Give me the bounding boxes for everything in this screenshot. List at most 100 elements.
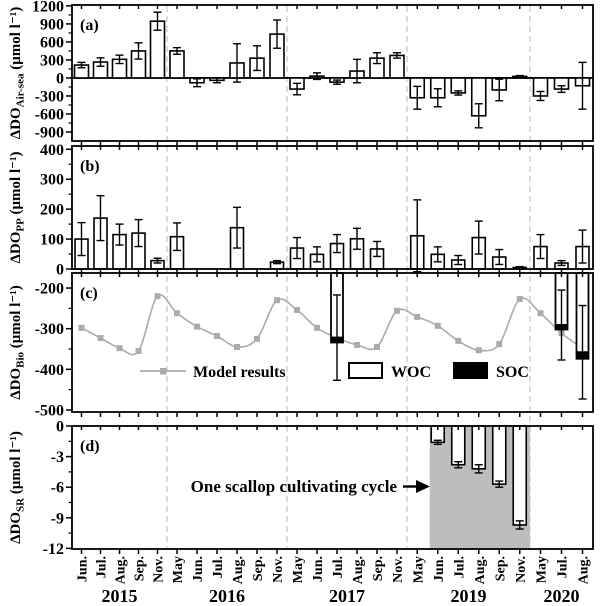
- x-month-label: Sep.: [133, 556, 148, 581]
- y-tick-label: -200: [35, 281, 64, 298]
- x-month-label: May: [291, 556, 306, 583]
- y-tick-label: -300: [35, 321, 64, 338]
- panel-b: [74, 194, 590, 273]
- y-tick-label: 100: [40, 232, 64, 249]
- legend-model-marker: [160, 368, 167, 375]
- panel-tag-c: (c): [80, 285, 98, 302]
- y-axis-title-d: ΔDOSR (μmol l⁻¹): [8, 431, 27, 544]
- model-marker: [496, 341, 503, 348]
- y-tick-label: -6: [51, 480, 64, 497]
- x-month-label: May: [535, 556, 550, 583]
- model-marker: [274, 297, 280, 304]
- model-marker: [434, 322, 441, 329]
- x-month-label: Jul.: [211, 556, 226, 578]
- y-tick-label: -400: [35, 362, 64, 379]
- x-month-label: Aug.: [114, 556, 129, 584]
- model-marker: [214, 332, 220, 339]
- model-marker: [294, 306, 300, 313]
- y-tick-label: 0: [56, 262, 64, 279]
- x-month-label: Jul.: [556, 556, 571, 578]
- model-marker: [254, 335, 260, 342]
- panel-b-axes: 400 300 200 100 0 ΔDOPP (μmol l⁻¹) (b): [8, 142, 594, 279]
- panel-d-axes: 0 -3 -6 -9 -12 ΔDOSR (μmol l⁻¹) (d): [8, 419, 594, 558]
- x-month-label: Jul.: [331, 556, 346, 578]
- bar: [512, 425, 528, 526]
- model-marker: [537, 310, 544, 317]
- model-marker: [475, 347, 482, 354]
- model-marker: [516, 296, 523, 303]
- x-month-label: Jun.: [76, 556, 91, 582]
- panel-tag-b: (b): [80, 158, 100, 175]
- x-month-label: Jun.: [432, 556, 447, 582]
- x-axis-labels: Jun. Jul. Aug. Sep. Nov. 2015 May Jun. Jul. Aug. S…: [76, 556, 592, 606]
- panel-tag-d: (d): [80, 438, 100, 455]
- x-month-label: Aug.: [231, 556, 246, 584]
- y-tick-label: -500: [35, 402, 64, 419]
- model-marker: [154, 293, 161, 300]
- y-tick-label: 900: [40, 16, 64, 33]
- model-marker: [135, 348, 142, 355]
- y-tick-label: -9: [51, 510, 64, 527]
- x-month-label: Sep.: [371, 556, 386, 581]
- x-month-label: Aug.: [577, 556, 592, 584]
- scallop-cycle-annotation: One scallop cultivating cycle: [191, 477, 430, 496]
- legend-model-label: Model results: [193, 364, 286, 381]
- y-tick-label: -600: [35, 106, 64, 123]
- y-tick-label: 1200: [32, 0, 64, 15]
- panel-d: One scallop cultivating cycle: [191, 425, 528, 530]
- model-marker: [234, 343, 240, 350]
- x-month-label: Nov.: [271, 556, 286, 583]
- model-marker: [116, 345, 123, 352]
- panel-tag-a: (a): [80, 17, 99, 34]
- y-tick-label: 600: [40, 34, 64, 51]
- model-marker: [374, 343, 380, 350]
- panel-frame: [71, 272, 594, 413]
- y-tick-label: 400: [40, 142, 64, 159]
- x-month-label: Sep.: [493, 556, 508, 581]
- x-month-label: Aug.: [473, 556, 488, 584]
- bar: [471, 425, 487, 470]
- x-month-label: May: [171, 556, 186, 583]
- y-tick-label: -300: [35, 88, 64, 105]
- legend-woc-swatch: [348, 362, 383, 379]
- model-marker: [194, 323, 200, 330]
- panel-c-axes: -200 -300 -400 -500 ΔDOBio (μmol l⁻¹) (c): [8, 272, 594, 419]
- x-month-label: May: [411, 556, 426, 583]
- y-tick-label: 300: [40, 52, 64, 69]
- x-month-label: Nov.: [152, 556, 167, 583]
- y-tick-label: -900: [35, 124, 64, 141]
- panel-a: [72, 11, 593, 129]
- model-marker: [394, 307, 400, 314]
- x-month-label: Aug.: [351, 556, 366, 584]
- bar: [450, 425, 466, 466]
- x-year-label: 2017: [329, 586, 365, 606]
- y-tick-label: 0: [56, 419, 64, 436]
- x-month-label: Jul.: [95, 556, 110, 578]
- model-marker: [78, 324, 85, 331]
- legend-soc-label: SOC: [496, 364, 529, 381]
- y-tick-label: 0: [56, 70, 64, 87]
- x-month-label: Jun.: [191, 556, 206, 582]
- y-tick-label: -3: [51, 449, 64, 466]
- model-marker: [354, 341, 360, 348]
- legend: Model results WOC SOC: [140, 362, 529, 381]
- legend-woc-label: WOC: [391, 364, 431, 381]
- legend-soc-swatch: [453, 362, 488, 379]
- x-month-label: Nov.: [514, 556, 529, 583]
- model-marker: [174, 310, 180, 317]
- y-tick-label: -12: [43, 541, 64, 558]
- x-year-label: 2020: [544, 586, 580, 606]
- y-axis-title-c: ΔDOBio (μmol l⁻¹): [8, 285, 27, 400]
- bar: [491, 425, 507, 485]
- y-tick-label: 300: [40, 172, 64, 189]
- y-axis-title-a: ΔDOAir-sea (μmol l⁻¹): [8, 7, 27, 139]
- x-month-label: Nov.: [391, 556, 406, 583]
- model-marker: [97, 335, 104, 342]
- x-month-label: Jun.: [311, 556, 326, 582]
- annotation-arrow-icon: [416, 480, 430, 493]
- scallop-cycle-label: One scallop cultivating cycle: [191, 477, 398, 496]
- model-marker: [455, 337, 462, 344]
